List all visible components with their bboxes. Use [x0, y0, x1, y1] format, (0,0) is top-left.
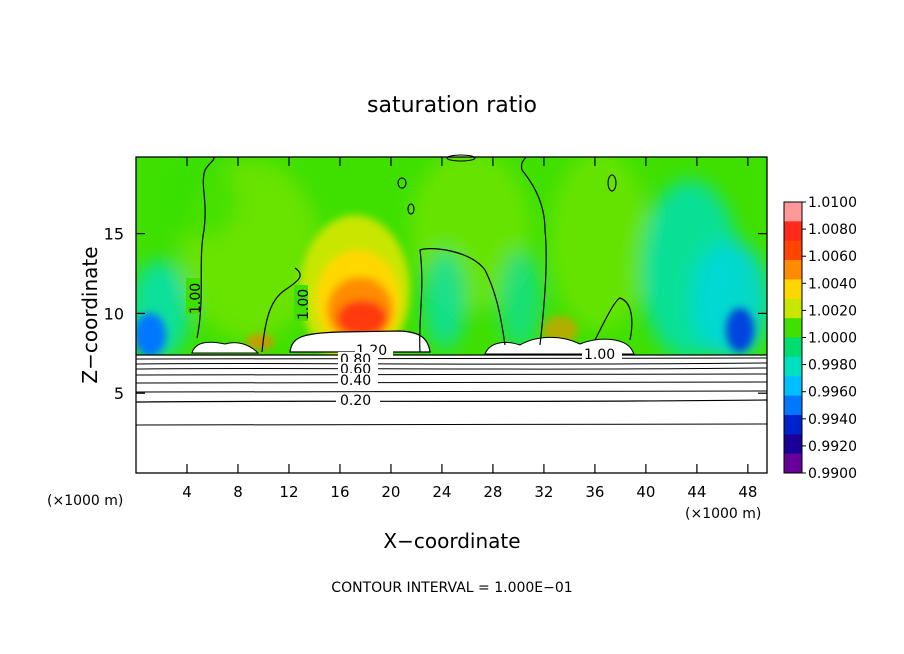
- colorbar-label: 1.0040: [808, 276, 857, 292]
- colorbar-segment: [784, 221, 802, 242]
- x-tick-label: 36: [585, 483, 604, 501]
- colorbar-segment: [784, 434, 802, 455]
- contour-label: 1.00: [584, 347, 615, 363]
- x-unit-label-left: (×1000 m): [47, 493, 123, 509]
- colorbar-label: 1.0000: [808, 331, 857, 347]
- chart-title: saturation ratio: [367, 93, 537, 118]
- colorbar-segment: [784, 356, 802, 377]
- contour-label: 0.40: [340, 373, 371, 389]
- x-axis: 4 8 12 16 20 24 28 32 36 40 44 48: [182, 157, 757, 501]
- x-tick-label: 24: [432, 483, 451, 501]
- colorbar-label: 0.9900: [808, 466, 857, 482]
- colorbar-segment: [784, 202, 802, 222]
- colorbar-label: 1.0100: [808, 195, 857, 211]
- plot-frame: [135, 156, 768, 474]
- colorbar-segment: [784, 337, 802, 358]
- colorbar-segment: [784, 318, 802, 338]
- y-axis: 5 10 15: [104, 225, 767, 403]
- x-tick-label: 40: [636, 483, 655, 501]
- colorbar-label: 0.9920: [808, 439, 857, 455]
- colorbar-segment: [784, 453, 802, 474]
- colorbar-label: 1.0020: [808, 303, 857, 319]
- colorbar-segment: [784, 414, 802, 435]
- x-tick-label: 16: [330, 483, 349, 501]
- cloud-blob-center: [289, 330, 431, 353]
- colorbar-segment: [784, 240, 802, 261]
- colorbar-segment: [784, 279, 802, 300]
- colorbar-segment: [784, 298, 802, 319]
- contour-interval-note: CONTOUR INTERVAL = 1.000E−01: [331, 580, 572, 596]
- x-tick-label: 8: [233, 483, 243, 501]
- x-axis-title: X−coordinate: [383, 529, 520, 553]
- x-tick-label: 28: [483, 483, 502, 501]
- y-tick-label: 10: [104, 304, 124, 323]
- y-tick-label: 5: [114, 384, 124, 403]
- colorbar-segment: [784, 260, 802, 280]
- colorbar-label: 1.0060: [808, 249, 857, 265]
- colorbar-label: 0.9960: [808, 385, 857, 401]
- x-tick-label: 44: [687, 483, 706, 501]
- colorbar-label: 0.9940: [808, 412, 857, 428]
- x-tick-label: 32: [534, 483, 553, 501]
- heatmap-field: [136, 157, 767, 473]
- colorbar-segment: [784, 395, 802, 416]
- x-tick-label: 4: [182, 483, 192, 501]
- colorbar-label: 0.9980: [808, 358, 857, 374]
- contour-label-group: 1.00 1.00 1.00 1.20 0.80 0.60 0.40 0.20: [186, 278, 622, 409]
- contour-label: 1.00: [296, 289, 312, 320]
- colorbar: 1.0100 1.0080 1.0060 1.0040 1.0020 1.0000 0.99…: [783, 195, 857, 482]
- x-unit-label-right: (×1000 m): [685, 506, 761, 522]
- x-tick-label: 12: [279, 483, 298, 501]
- x-tick-label: 20: [381, 483, 400, 501]
- colorbar-label: 1.0080: [808, 222, 857, 238]
- colorbar-segment: [784, 376, 802, 397]
- y-tick-label: 15: [104, 225, 124, 244]
- contour-label: 1.00: [188, 283, 204, 314]
- y-axis-title: Z−coordinate: [78, 246, 102, 383]
- x-tick-label: 48: [738, 483, 757, 501]
- contour-label: 0.20: [340, 393, 371, 409]
